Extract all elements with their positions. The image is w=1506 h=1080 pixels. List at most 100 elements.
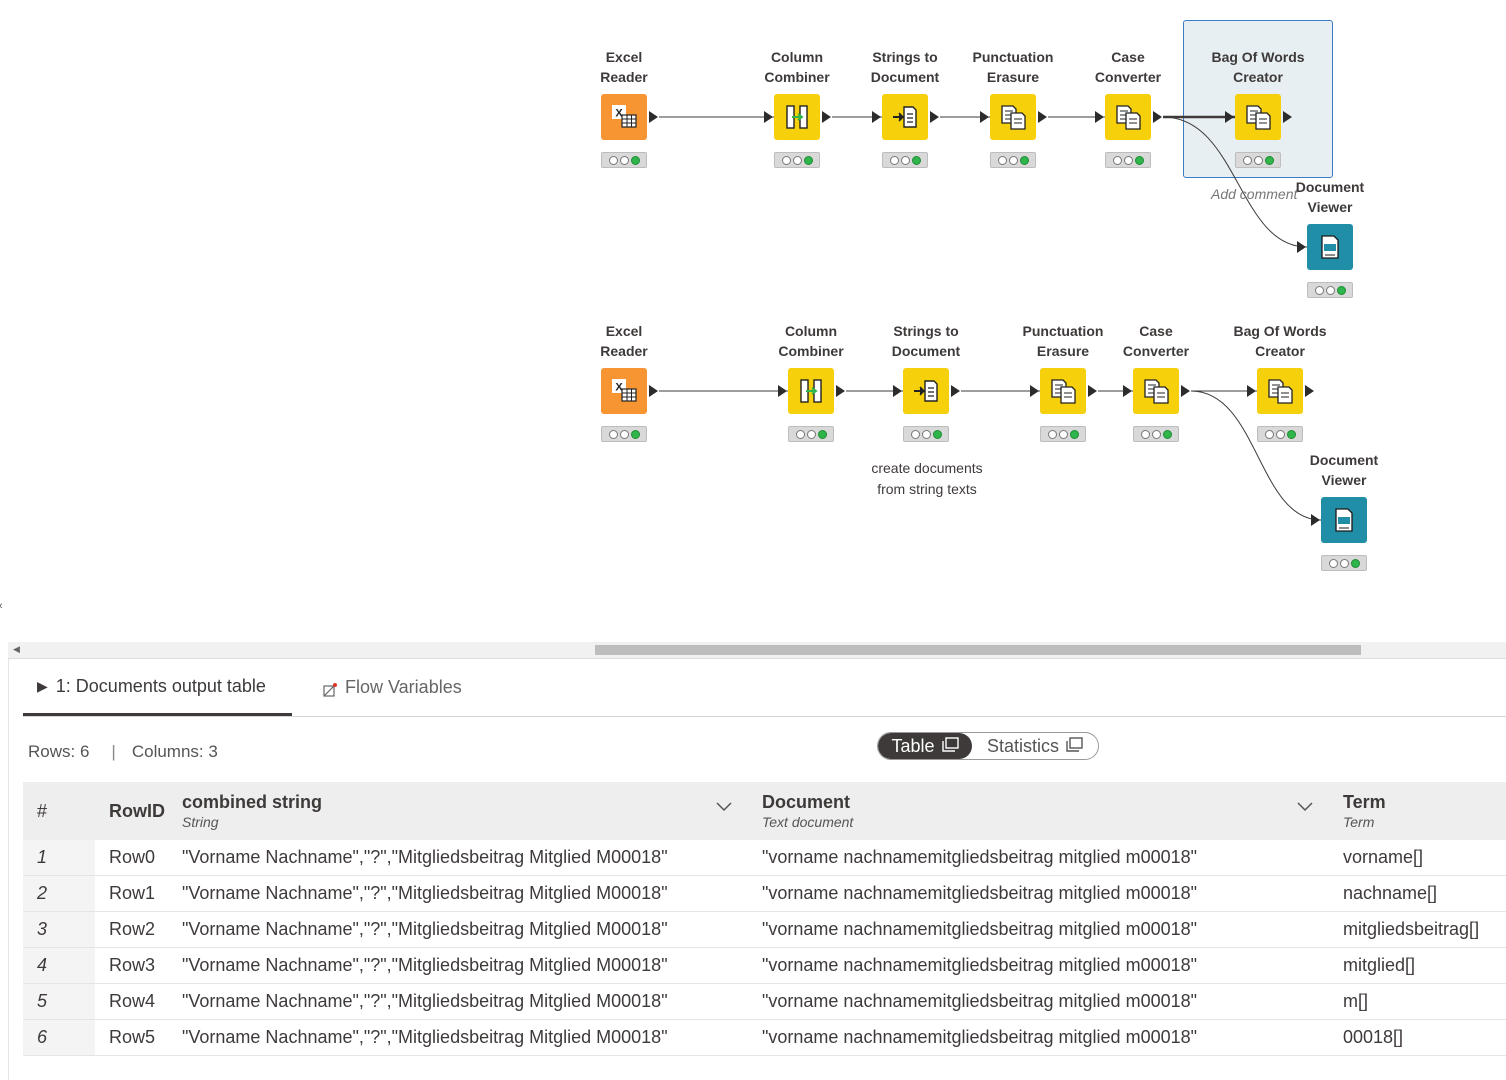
node-status-traffic-light bbox=[1307, 282, 1353, 298]
rows-count: Rows: 6 bbox=[28, 742, 90, 761]
workflow-canvas[interactable]: Excel Reader X Column Combiner Strings to Docu… bbox=[8, 0, 1506, 642]
node-title-line: Excel bbox=[605, 323, 643, 339]
column-header-term[interactable]: Term Term bbox=[1335, 782, 1506, 840]
status-empty-dot bbox=[1325, 285, 1335, 295]
node-status-traffic-light bbox=[903, 426, 949, 442]
status-empty-dot bbox=[1253, 155, 1263, 165]
statistics-toggle-button[interactable]: Statistics bbox=[972, 733, 1098, 759]
input-port[interactable] bbox=[872, 111, 881, 123]
status-green-dot bbox=[1350, 558, 1360, 568]
node-bag-of-words-row2[interactable]: Bag Of Words Creator bbox=[1220, 322, 1340, 442]
output-port[interactable] bbox=[649, 111, 658, 123]
add-comment-link[interactable]: Add comment bbox=[1211, 186, 1298, 202]
document-viewer-icon[interactable] bbox=[1307, 224, 1353, 270]
column-type: Term bbox=[1343, 814, 1375, 830]
strings-to-document-icon[interactable] bbox=[882, 94, 928, 140]
combined-string-cell: "Vorname Nachname","?","Mitgliedsbeitrag… bbox=[182, 919, 668, 939]
document-viewer-icon[interactable] bbox=[1321, 497, 1367, 543]
input-port[interactable] bbox=[1311, 514, 1320, 526]
status-empty-dot bbox=[806, 429, 816, 439]
bag-of-words-icon[interactable] bbox=[1235, 94, 1281, 140]
node-document-viewer-row1[interactable]: Document Viewer bbox=[1270, 178, 1390, 298]
output-port[interactable] bbox=[1088, 385, 1097, 397]
node-bag-of-words-row1[interactable]: Bag Of Words Creator bbox=[1198, 48, 1318, 168]
node-case-converter-row2[interactable]: Case Converter bbox=[1096, 322, 1216, 442]
output-port[interactable] bbox=[822, 111, 831, 123]
output-port[interactable] bbox=[649, 385, 658, 397]
tab-flow-variables[interactable]: Flow Variables bbox=[323, 659, 503, 716]
input-port[interactable] bbox=[893, 385, 902, 397]
punctuation-erasure-icon[interactable] bbox=[990, 94, 1036, 140]
scrollbar-thumb[interactable] bbox=[595, 645, 1361, 655]
status-green-dot bbox=[803, 155, 813, 165]
input-port[interactable] bbox=[1247, 385, 1256, 397]
input-port[interactable] bbox=[1030, 385, 1039, 397]
scroll-left-icon[interactable]: ◀ bbox=[13, 644, 20, 654]
table-row[interactable]: 1 Row0 "Vorname Nachname","?","Mitgliedsbe… bbox=[23, 840, 1506, 876]
column-combiner-icon[interactable] bbox=[788, 368, 834, 414]
status-empty-dot bbox=[1123, 155, 1133, 165]
combined-string-cell: "Vorname Nachname","?","Mitgliedsbeitrag… bbox=[182, 883, 668, 903]
output-port[interactable] bbox=[1283, 111, 1292, 123]
output-port[interactable] bbox=[951, 385, 960, 397]
column-combiner-icon[interactable] bbox=[774, 94, 820, 140]
workflow-annotation[interactable]: create documents from string texts bbox=[857, 458, 997, 500]
case-converter-icon[interactable] bbox=[1105, 94, 1151, 140]
chevron-down-icon[interactable] bbox=[715, 800, 733, 818]
output-port[interactable] bbox=[836, 385, 845, 397]
annotation-line-1: create documents bbox=[871, 460, 983, 476]
node-document-viewer-row2[interactable]: Document Viewer bbox=[1284, 451, 1404, 571]
status-green-dot bbox=[1336, 285, 1346, 295]
tab-documents-output-table[interactable]: ▶ 1: Documents output table bbox=[23, 659, 292, 716]
table-toggle-button[interactable]: Table bbox=[878, 733, 972, 759]
rowid-header[interactable]: RowID bbox=[95, 782, 175, 840]
output-port[interactable] bbox=[930, 111, 939, 123]
case-converter-icon[interactable] bbox=[1133, 368, 1179, 414]
node-excel-reader-row1[interactable]: Excel Reader X bbox=[564, 48, 684, 168]
node-title-line: Reader bbox=[600, 69, 648, 85]
table-row[interactable]: 3 Row2 "Vorname Nachname","?","Mitgliedsbe… bbox=[23, 912, 1506, 948]
table-row[interactable]: 4 Row3 "Vorname Nachname","?","Mitgliedsbe… bbox=[23, 948, 1506, 984]
output-port[interactable] bbox=[1038, 111, 1047, 123]
column-header-document[interactable]: Document Text document bbox=[755, 782, 1335, 840]
output-port[interactable] bbox=[1181, 385, 1190, 397]
node-case-converter-row1[interactable]: Case Converter bbox=[1068, 48, 1188, 168]
node-title: Column Combiner bbox=[751, 321, 871, 361]
output-port[interactable] bbox=[1153, 111, 1162, 123]
node-title-line: Creator bbox=[1255, 343, 1305, 359]
strings-to-document-icon[interactable] bbox=[903, 368, 949, 414]
node-punctuation-erasure-row1[interactable]: Punctuation Erasure bbox=[953, 48, 1073, 168]
table-row[interactable]: 2 Row1 "Vorname Nachname","?","Mitgliedsbe… bbox=[23, 876, 1506, 912]
output-port[interactable] bbox=[1305, 385, 1314, 397]
collapse-left-icon[interactable]: ‹ bbox=[0, 600, 3, 612]
rowid-cell: Row5 bbox=[109, 1027, 156, 1047]
node-strings-to-document-row1[interactable]: Strings to Document bbox=[845, 48, 965, 168]
toggle-label: Table bbox=[891, 735, 935, 756]
table-row[interactable]: 5 Row4 "Vorname Nachname","?","Mitgliedsbe… bbox=[23, 984, 1506, 1020]
node-strings-to-document-row2[interactable]: Strings to Document bbox=[866, 322, 986, 442]
column-header-combined-string[interactable]: combined string String bbox=[175, 782, 755, 840]
excel-reader-icon[interactable]: X bbox=[601, 94, 647, 140]
horizontal-scrollbar[interactable]: ◀ bbox=[8, 642, 1506, 659]
excel-reader-icon[interactable]: X bbox=[601, 368, 647, 414]
node-title-line: Column bbox=[784, 323, 838, 339]
node-column-combiner-row2[interactable]: Column Combiner bbox=[751, 322, 871, 442]
status-green-dot bbox=[1286, 429, 1296, 439]
node-punctuation-erasure-row2[interactable]: Punctuation Erasure bbox=[1003, 322, 1123, 442]
input-port[interactable] bbox=[778, 385, 787, 397]
chevron-down-icon[interactable] bbox=[1296, 800, 1314, 818]
input-port[interactable] bbox=[1123, 385, 1132, 397]
node-excel-reader-row2[interactable]: Excel Reader X bbox=[564, 322, 684, 442]
input-port[interactable] bbox=[1225, 111, 1234, 123]
input-port[interactable] bbox=[764, 111, 773, 123]
input-port[interactable] bbox=[1297, 241, 1306, 253]
status-empty-dot bbox=[1008, 155, 1018, 165]
node-column-combiner-row1[interactable]: Column Combiner bbox=[737, 48, 857, 168]
bag-of-words-icon[interactable] bbox=[1257, 368, 1303, 414]
punctuation-erasure-icon[interactable] bbox=[1040, 368, 1086, 414]
rowid-cell: Row1 bbox=[109, 883, 156, 903]
input-port[interactable] bbox=[980, 111, 989, 123]
table-row[interactable]: 6 Row5 "Vorname Nachname","?","Mitgliedsbe… bbox=[23, 1020, 1506, 1056]
node-title-line: Document bbox=[1295, 179, 1365, 195]
input-port[interactable] bbox=[1095, 111, 1104, 123]
